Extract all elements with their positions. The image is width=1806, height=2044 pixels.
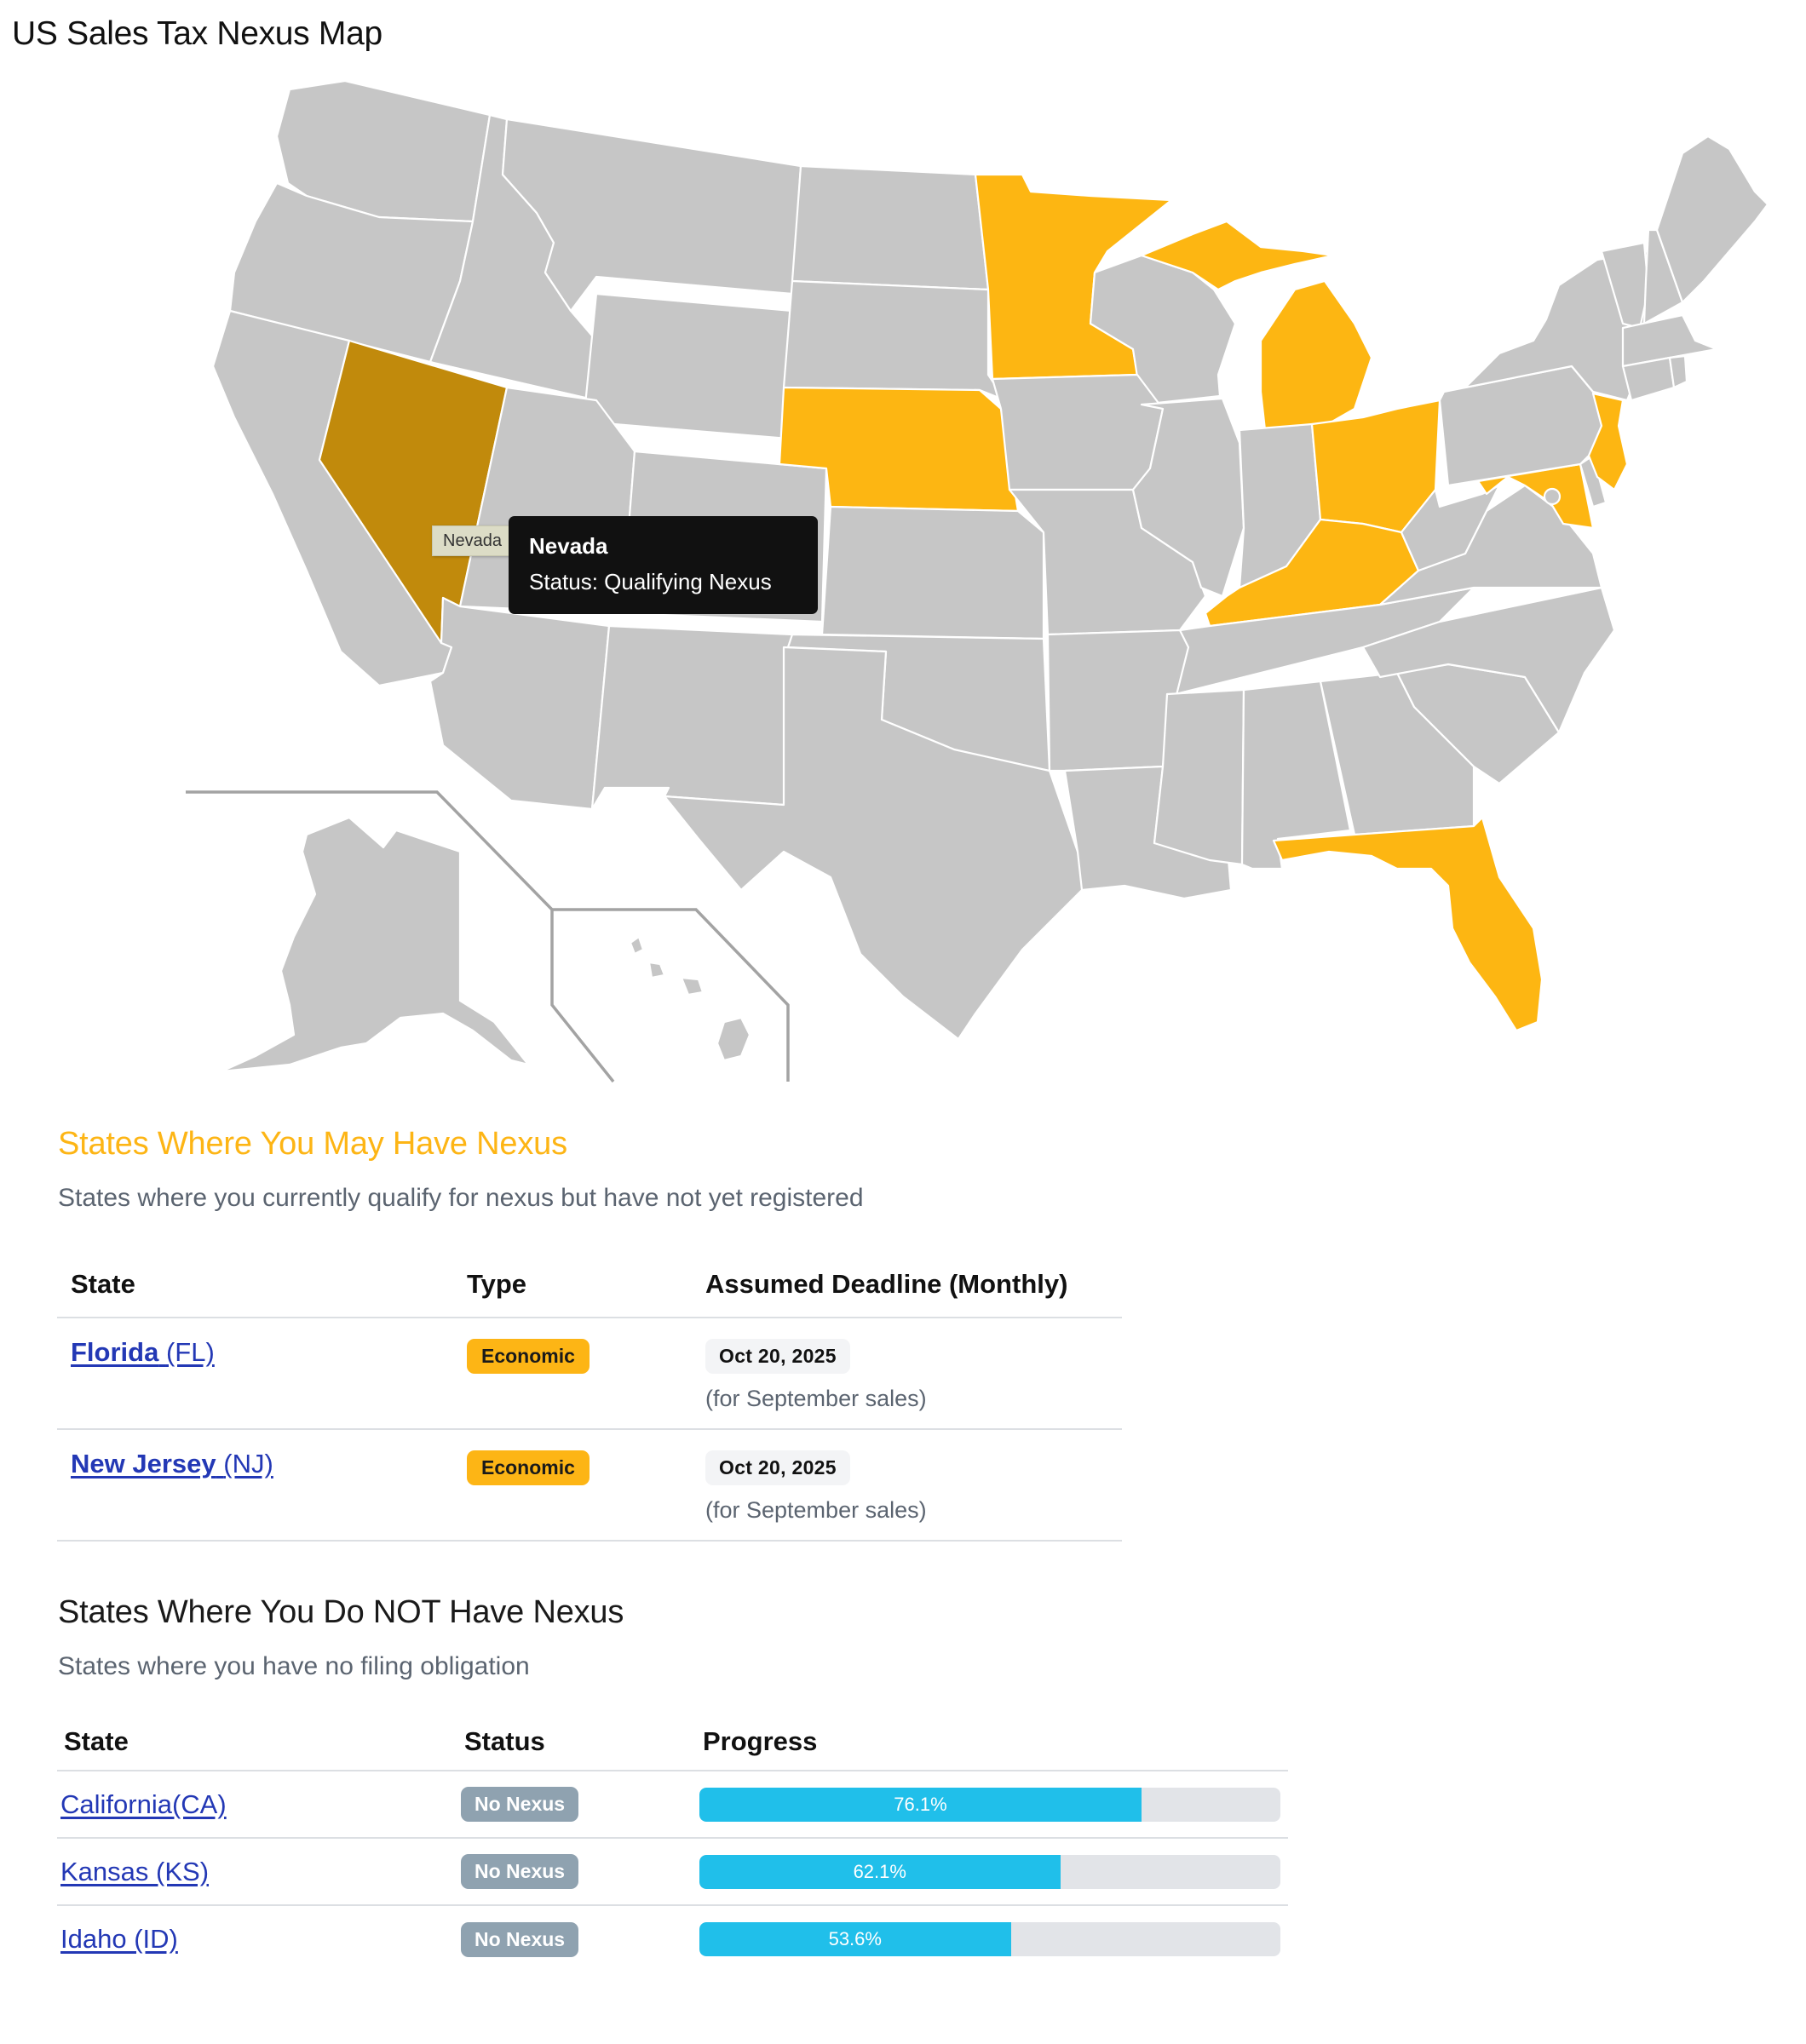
state-name: Florida xyxy=(71,1337,159,1367)
state-code: (NJ) xyxy=(223,1449,273,1478)
may-have-nexus-table: State Type Assumed Deadline (Monthly) Fl… xyxy=(57,1252,1122,1542)
nexus-type-badge: Economic xyxy=(467,1450,590,1485)
district-of-columbia[interactable] xyxy=(1543,487,1562,506)
progress-bar: 62.1% xyxy=(699,1854,1280,1889)
state-name: New Jersey xyxy=(71,1449,216,1478)
native-title-tooltip: Nevada xyxy=(432,525,513,556)
tooltip-status: Status: Qualifying Nexus xyxy=(529,569,772,594)
state-link-idaho[interactable]: Idaho (ID) xyxy=(60,1924,178,1954)
state-rhode-island[interactable] xyxy=(1668,354,1688,389)
state-delaware[interactable] xyxy=(1579,454,1608,508)
table-row: Kansas (KS) No Nexus 62.1% xyxy=(57,1838,1288,1905)
state-mississippi[interactable] xyxy=(1153,688,1245,866)
state-illinois[interactable] xyxy=(1131,397,1245,598)
column-header-progress: Progress xyxy=(703,1726,818,1756)
table-row: California(CA) No Nexus 76.1% xyxy=(57,1771,1288,1838)
state-wyoming[interactable] xyxy=(582,292,794,440)
state-code: (FL) xyxy=(165,1337,215,1367)
page-title: US Sales Tax Nexus Map xyxy=(12,15,382,52)
table-row: New Jersey (NJ) Economic Oct 20, 2025 (fo… xyxy=(57,1429,1122,1541)
map-state-tooltip: Nevada Status: Qualifying Nexus xyxy=(509,516,818,614)
us-nexus-map xyxy=(0,68,1806,1090)
state-kansas[interactable] xyxy=(820,505,1045,640)
state-hawaii[interactable] xyxy=(629,935,751,1062)
deadline-date: Oct 20, 2025 xyxy=(705,1339,850,1374)
progress-bar: 53.6% xyxy=(699,1922,1280,1956)
table-header-row: State Type Assumed Deadline (Monthly) xyxy=(57,1252,1122,1318)
column-header-type: Type xyxy=(467,1269,527,1299)
deadline-note: (for September sales) xyxy=(705,1386,927,1411)
progress-fill: 76.1% xyxy=(699,1787,1142,1822)
state-west-virginia[interactable] xyxy=(1400,484,1501,572)
progress-fill: 62.1% xyxy=(699,1854,1061,1889)
column-header-status: Status xyxy=(464,1726,545,1756)
tooltip-state-name: Nevada xyxy=(529,533,608,559)
state-south-dakota[interactable] xyxy=(782,279,1007,402)
may-have-nexus-heading: States Where You May Have Nexus xyxy=(58,1126,567,1162)
progress-bar: 76.1% xyxy=(699,1787,1280,1822)
state-link-florida[interactable]: Florida (FL) xyxy=(71,1337,215,1367)
state-north-dakota[interactable] xyxy=(791,164,990,291)
state-link-new-jersey[interactable]: New Jersey (NJ) xyxy=(71,1449,273,1478)
column-header-deadline: Assumed Deadline (Monthly) xyxy=(705,1269,1068,1299)
status-badge: No Nexus xyxy=(461,1921,579,1957)
state-michigan-upper[interactable] xyxy=(1140,220,1335,291)
state-new-mexico[interactable] xyxy=(590,624,794,811)
state-florida[interactable] xyxy=(1272,816,1544,1032)
state-link-kansas[interactable]: Kansas (KS) xyxy=(60,1856,210,1886)
state-arizona[interactable] xyxy=(428,596,611,811)
state-tennessee[interactable] xyxy=(1174,586,1475,696)
deadline-note: (for September sales) xyxy=(705,1497,927,1523)
state-connecticut[interactable] xyxy=(1621,356,1676,402)
column-header-state: State xyxy=(64,1726,129,1756)
state-link-california[interactable]: California(CA) xyxy=(60,1788,227,1819)
state-maine[interactable] xyxy=(1655,135,1769,304)
progress-fill: 53.6% xyxy=(699,1922,1011,1956)
no-nexus-subtitle: States where you have no filing obligati… xyxy=(58,1652,530,1680)
status-badge: No Nexus xyxy=(461,1787,579,1822)
deadline-date: Oct 20, 2025 xyxy=(705,1450,850,1485)
state-new-jersey[interactable] xyxy=(1587,392,1629,491)
state-alaska[interactable] xyxy=(220,816,530,1073)
state-michigan-lower[interactable] xyxy=(1259,279,1373,432)
status-badge: No Nexus xyxy=(461,1854,579,1889)
no-nexus-heading: States Where You Do NOT Have Nexus xyxy=(58,1594,624,1630)
no-nexus-table: State Status Progress California(CA) No … xyxy=(57,1714,1288,1972)
hawaii-inset-frame xyxy=(552,908,790,1082)
column-header-state: State xyxy=(71,1269,135,1299)
nexus-type-badge: Economic xyxy=(467,1339,590,1374)
state-north-carolina[interactable] xyxy=(1361,586,1616,734)
table-row: Idaho (ID) No Nexus 53.6% xyxy=(57,1905,1288,1972)
may-have-nexus-subtitle: States where you currently qualify for n… xyxy=(58,1184,864,1212)
table-row: Florida (FL) Economic Oct 20, 2025 (for S… xyxy=(57,1318,1122,1429)
table-header-row: State Status Progress xyxy=(57,1714,1288,1771)
state-iowa[interactable] xyxy=(991,373,1165,491)
state-texas[interactable] xyxy=(663,646,1088,1041)
state-new-hampshire[interactable] xyxy=(1642,228,1684,325)
